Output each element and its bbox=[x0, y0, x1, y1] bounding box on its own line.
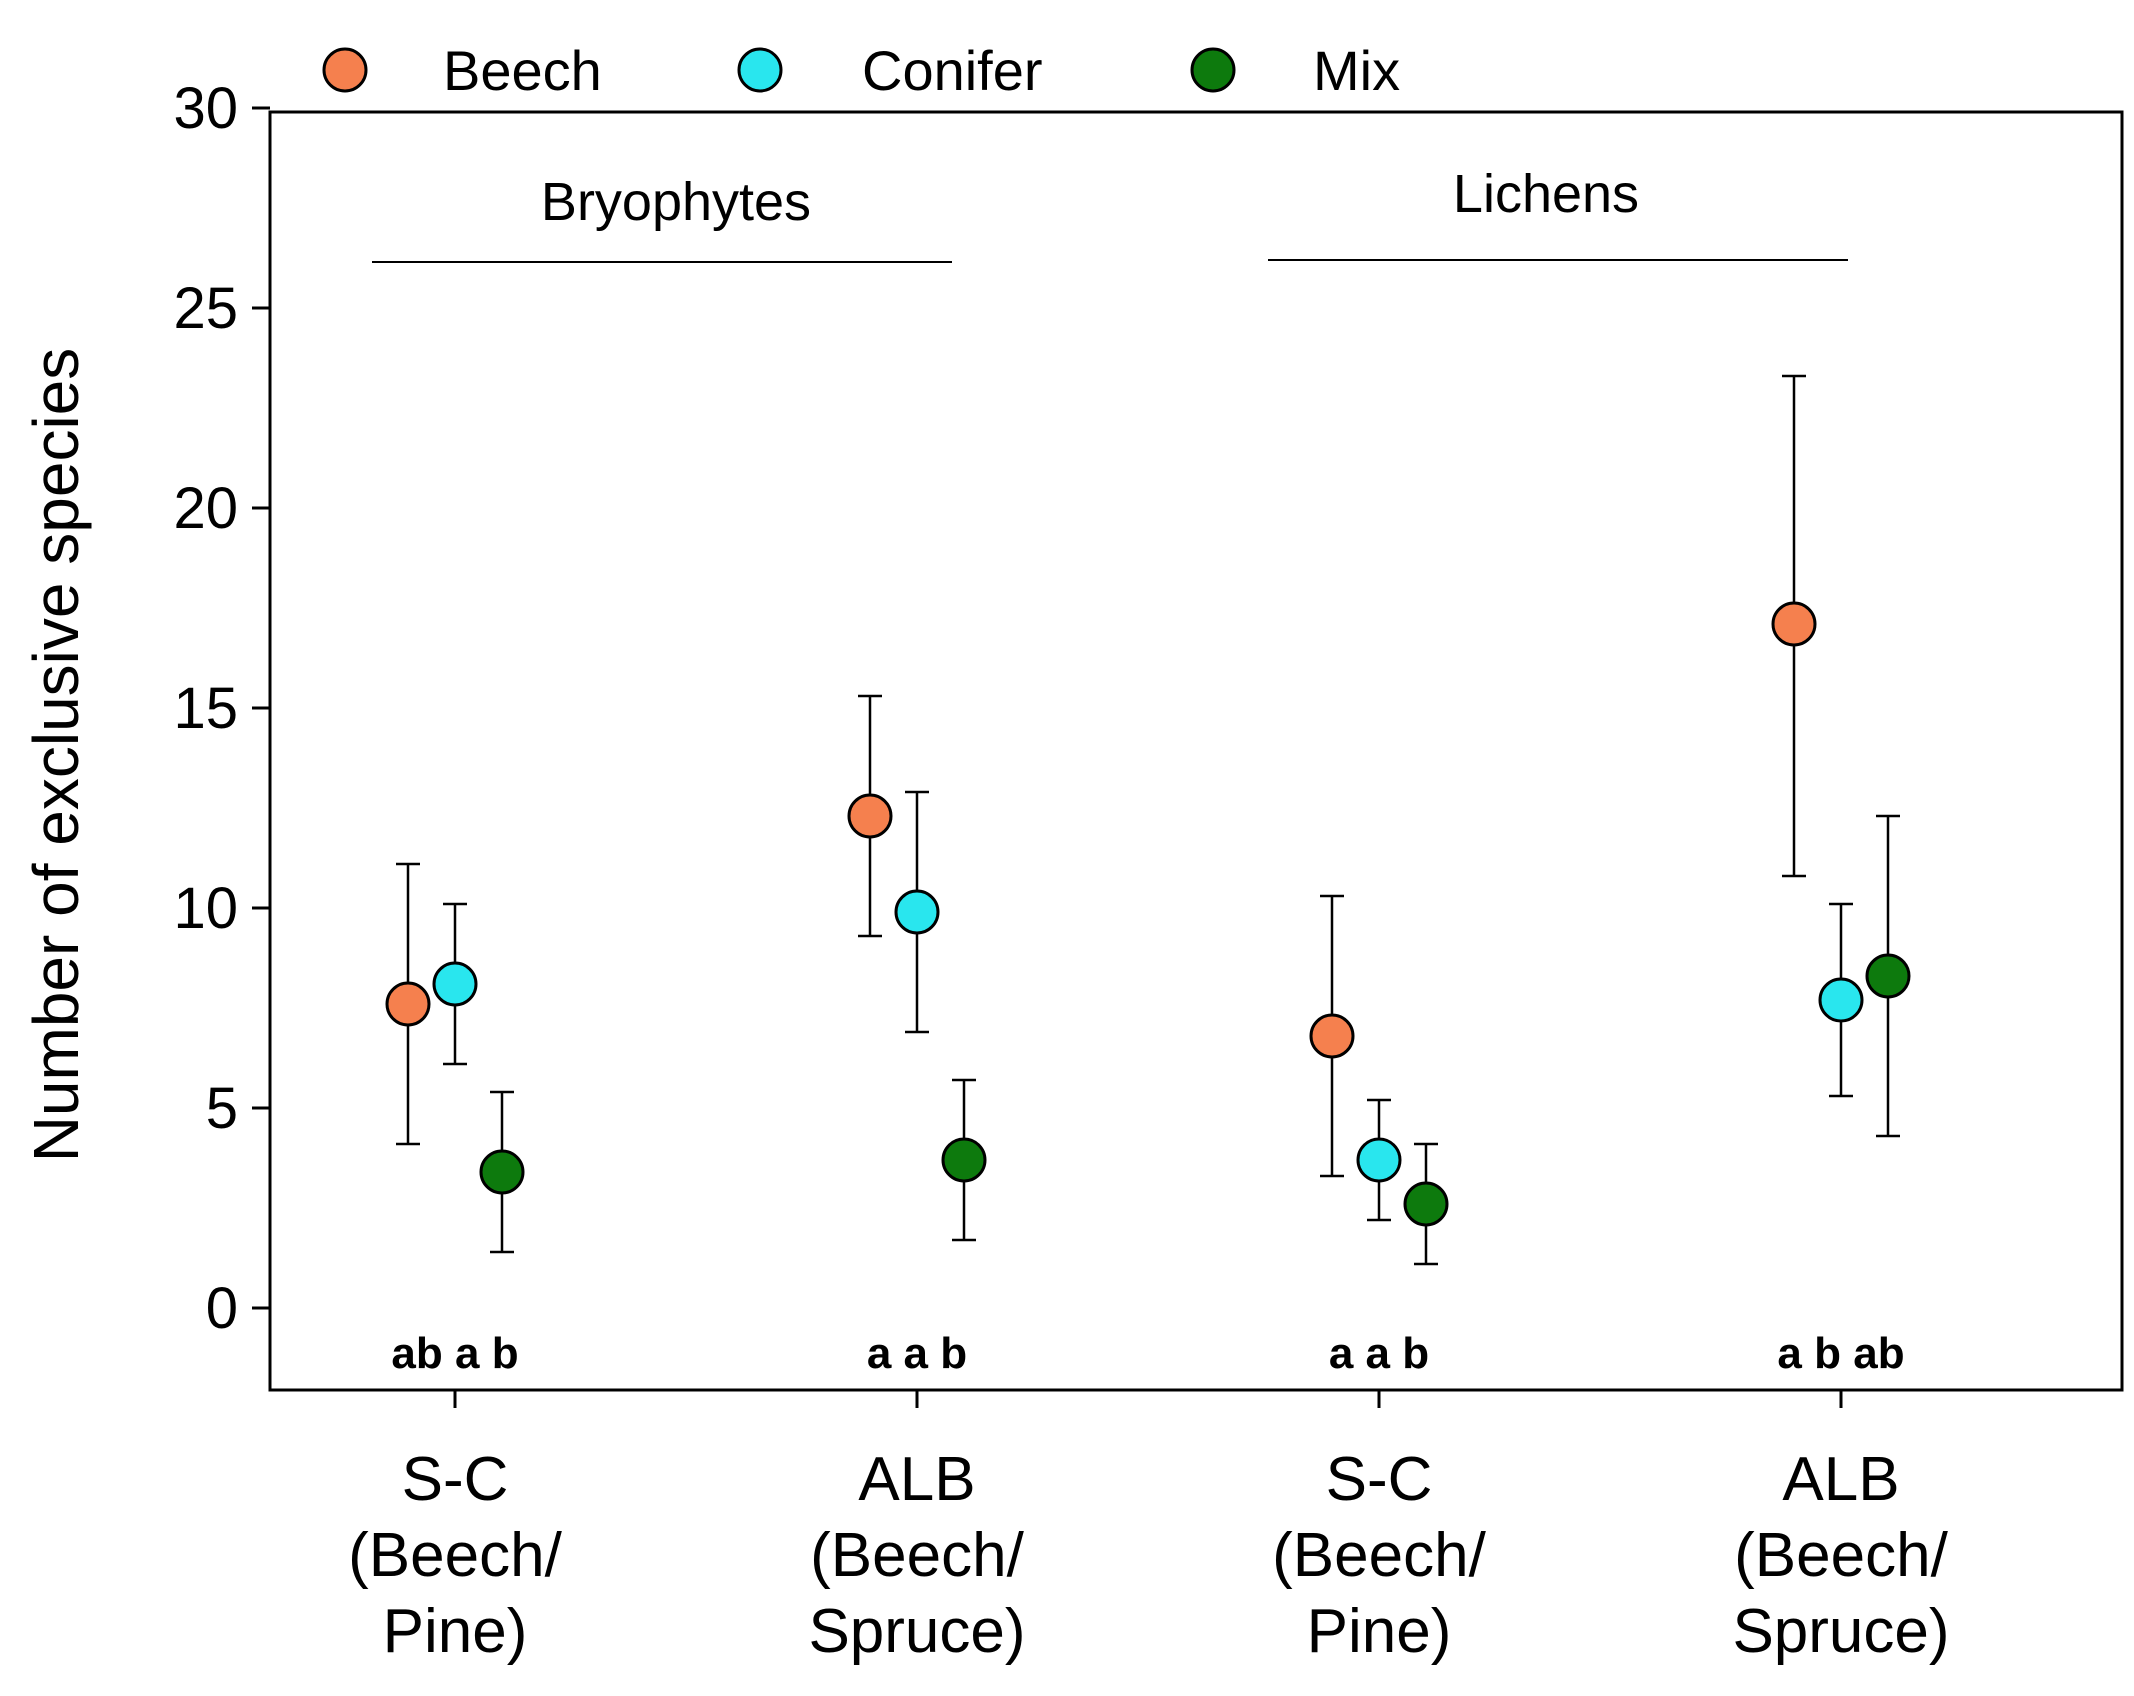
plot-frame bbox=[268, 110, 2124, 1392]
significance-label: a b ab bbox=[1777, 1329, 1904, 1378]
y-tick-label: 20 bbox=[173, 476, 238, 541]
x-category-label: S-C (Beech/Pine) bbox=[1272, 1445, 1486, 1666]
y-tick-label: 5 bbox=[206, 1076, 238, 1141]
data-point bbox=[1818, 977, 1864, 1023]
data-point bbox=[385, 981, 431, 1027]
y-tick-label: 15 bbox=[173, 676, 238, 741]
x-category-label: S-C (Beech/Pine) bbox=[348, 1445, 562, 1666]
data-point bbox=[432, 961, 478, 1007]
x-axis: S-C (Beech/Pine) ALB (Beech/Spruce) S-C (Beec… bbox=[348, 1390, 1950, 1666]
y-tick-label: 25 bbox=[173, 276, 238, 341]
data-point bbox=[1771, 601, 1817, 647]
data-point bbox=[1356, 1137, 1402, 1183]
legend-label: Mix bbox=[1313, 39, 1400, 102]
legend-label: Conifer bbox=[862, 39, 1043, 102]
y-axis-label: Number of exclusive species bbox=[20, 348, 92, 1163]
y-tick-label: 30 bbox=[173, 76, 238, 141]
data-point bbox=[894, 889, 940, 935]
x-category-label: ALB (Beech/Spruce) bbox=[808, 1445, 1025, 1666]
x-category-label: ALB (Beech/Spruce) bbox=[1732, 1445, 1949, 1666]
legend: Beech Conifer Mix bbox=[322, 39, 1400, 102]
group-labels: Bryophytes Lichens bbox=[372, 164, 1848, 263]
y-tick-label: 0 bbox=[206, 1276, 238, 1341]
significance-labels: ab a b a a b a a b a b ab bbox=[391, 1329, 1904, 1378]
y-axis: 0 5 10 15 20 25 30 bbox=[173, 76, 270, 1341]
data-point bbox=[847, 793, 893, 839]
markers-conifer bbox=[432, 889, 1864, 1183]
data-point bbox=[1865, 953, 1911, 999]
group-label: Lichens bbox=[1453, 164, 1639, 224]
series-mix bbox=[490, 814, 1900, 1266]
significance-label: a a b bbox=[867, 1329, 967, 1378]
legend-marker bbox=[322, 47, 368, 93]
data-point bbox=[1403, 1181, 1449, 1227]
significance-label: a a b bbox=[1329, 1329, 1429, 1378]
significance-label: ab a b bbox=[391, 1329, 518, 1378]
group-label: Bryophytes bbox=[541, 172, 811, 232]
legend-marker bbox=[737, 47, 783, 93]
legend-marker bbox=[1190, 47, 1236, 93]
y-tick-label: 10 bbox=[173, 876, 238, 941]
series-beech bbox=[396, 374, 1806, 1178]
data-point bbox=[1309, 1013, 1355, 1059]
plot-area bbox=[268, 110, 2124, 1392]
legend-label: Beech bbox=[443, 39, 602, 102]
markers-mix bbox=[479, 953, 1911, 1227]
series-conifer bbox=[443, 790, 1853, 1222]
data-point bbox=[941, 1137, 987, 1183]
data-point bbox=[479, 1149, 525, 1195]
markers-beech bbox=[385, 601, 1817, 1059]
